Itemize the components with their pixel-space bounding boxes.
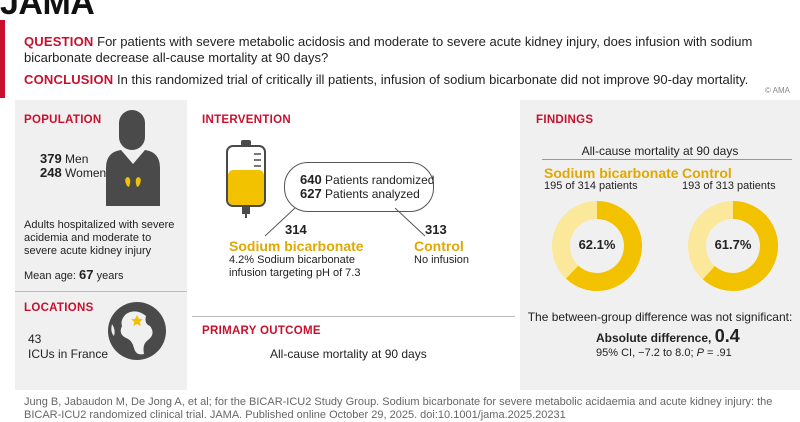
question: QUESTION For patients with severe metabo… [24,34,794,66]
women-label: Women [65,166,107,180]
men-count: 379 [40,151,62,166]
findings-subtitle: All-cause mortality at 90 days [581,144,739,158]
copyright: © AMA [764,86,790,95]
abs-diff: Absolute difference, 0.4 [596,326,740,347]
difference-note: The between-group difference was not sig… [527,310,793,324]
donut-arm2 [688,201,778,291]
randomized-stat: 640 Patients randomized [300,172,435,188]
person-icon [106,110,160,206]
population-description: Adults hospitalized with severe acidemia… [24,219,175,257]
divider-left [15,291,187,292]
population-title: POPULATION [24,114,102,126]
arm1-name: Sodium bicarbonate [229,238,364,254]
arm2-count: 313 [425,222,447,237]
mean-age-value: 67 [79,267,94,282]
men-stat: 379 Men [40,151,89,167]
arm1-description: 4.2% Sodium bicarbonate infusion targeti… [229,254,361,279]
primary-outcome-title: PRIMARY OUTCOME [202,325,321,337]
journal-logo: JAMA [0,0,95,22]
locations-title: LOCATIONS [24,302,94,314]
p-label: P [696,347,704,359]
primary-outcome-text: All-cause mortality at 90 days [270,347,427,361]
analyzed-count: 627 [300,186,322,201]
randomized-count: 640 [300,172,322,187]
findings-arm2-name: Control [682,165,732,181]
conclusion: CONCLUSION In this randomized trial of c… [24,72,794,88]
findings-rule [542,159,792,160]
arm2-description: No infusion [414,254,470,266]
findings-arm1-detail: 195 of 314 patients [544,180,638,192]
conclusion-label: CONCLUSION [24,72,114,87]
arm2-name: Control [414,238,464,254]
findings-title: FINDINGS [536,114,594,126]
question-text: For patients with severe metabolic acido… [24,34,753,65]
donut-arm1-label: 62.1% [578,237,616,252]
donut-arm1 [552,201,642,291]
arm1-count: 314 [285,222,307,237]
locations-text: ICUs in France [28,347,109,361]
randomized-label: Patients randomized [325,173,435,187]
kidney-left-icon [125,177,131,187]
star-marker-icon [131,315,143,326]
ci-text: 95% CI, −7.2 to 8.0; P = .91 [596,347,732,360]
mean-age-unit: years [96,270,124,282]
ci-range: 95% CI, −7.2 to 8.0; [596,347,694,359]
citation: Jung B, Jabaudon M, De Jong A, et al; fo… [24,396,773,421]
intervention-title: INTERVENTION [202,114,292,126]
p-value: = .91 [707,347,732,359]
abs-diff-value: 0.4 [714,326,740,346]
branch-lines [265,208,426,237]
mean-age: Mean age: 67 years [24,268,123,283]
globe-icon [108,302,166,360]
donut-arm2-label: 61.7% [714,237,752,252]
analyzed-label: Patients analyzed [325,187,420,201]
accent-bar [0,20,5,98]
abs-diff-label: Absolute difference, [596,331,712,345]
question-label: QUESTION [24,34,94,49]
iv-bag-icon [226,140,266,218]
enrollment-box [284,162,434,212]
findings-arm2-detail: 193 of 313 patients [682,180,776,192]
mean-age-label: Mean age: [24,270,76,282]
analyzed-stat: 627 Patients analyzed [300,186,420,202]
women-count: 248 [40,165,62,180]
conclusion-text: In this randomized trial of critically i… [117,72,749,87]
locations-count: 43 [28,332,42,346]
men-label: Men [65,152,89,166]
findings-arm1-name: Sodium bicarbonate [544,165,679,181]
divider-middle [192,316,515,317]
kidney-right-icon [135,177,141,187]
donut-arm2-arc [702,201,778,291]
donut-arm1-arc [566,201,642,291]
women-stat: 248 Women [40,165,107,181]
